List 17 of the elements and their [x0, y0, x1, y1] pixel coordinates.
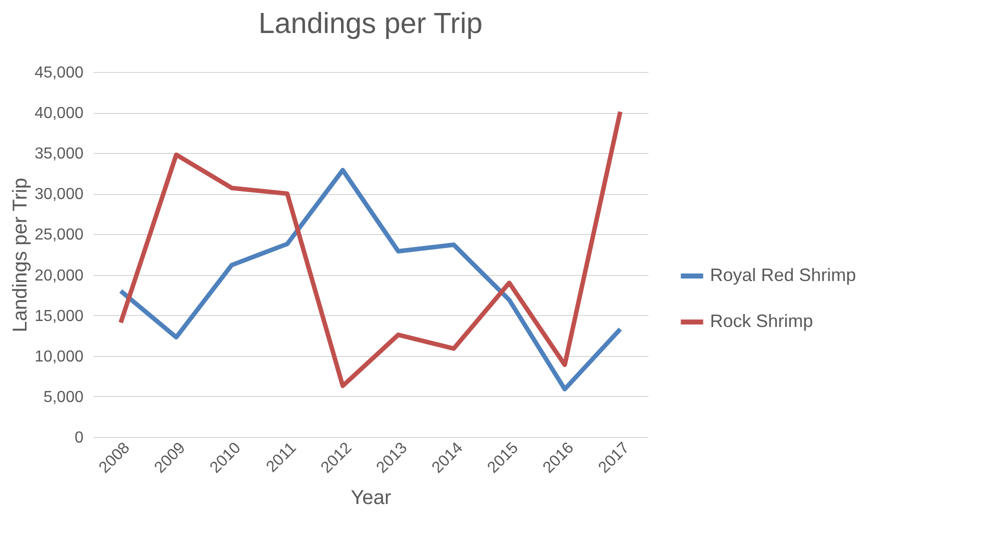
- y-tick-label: 30,000: [34, 186, 84, 204]
- y-tick-label: 40,000: [34, 105, 84, 122]
- y-tick-label: 5,000: [43, 388, 84, 406]
- y-tick-label: 0: [74, 430, 84, 446]
- legend-label: Royal Red Shrimp: [710, 265, 856, 285]
- x-axis-title: Year: [350, 486, 392, 509]
- y-tick-label: 45,000: [34, 64, 84, 82]
- legend-label: Rock Shrimp: [710, 311, 814, 331]
- y-tick-label: 15,000: [34, 308, 84, 325]
- y-tick-label: 10,000: [34, 348, 84, 366]
- y-tick-label: 35,000: [34, 146, 84, 163]
- line-series: [118, 168, 622, 392]
- y-tick-label: 25,000: [34, 226, 84, 244]
- line-series: [118, 109, 622, 388]
- chart-title: Landings per Trip: [258, 8, 483, 40]
- y-axis-title: Landings per Trip: [10, 178, 32, 332]
- y-tick-label: 20,000: [34, 267, 84, 284]
